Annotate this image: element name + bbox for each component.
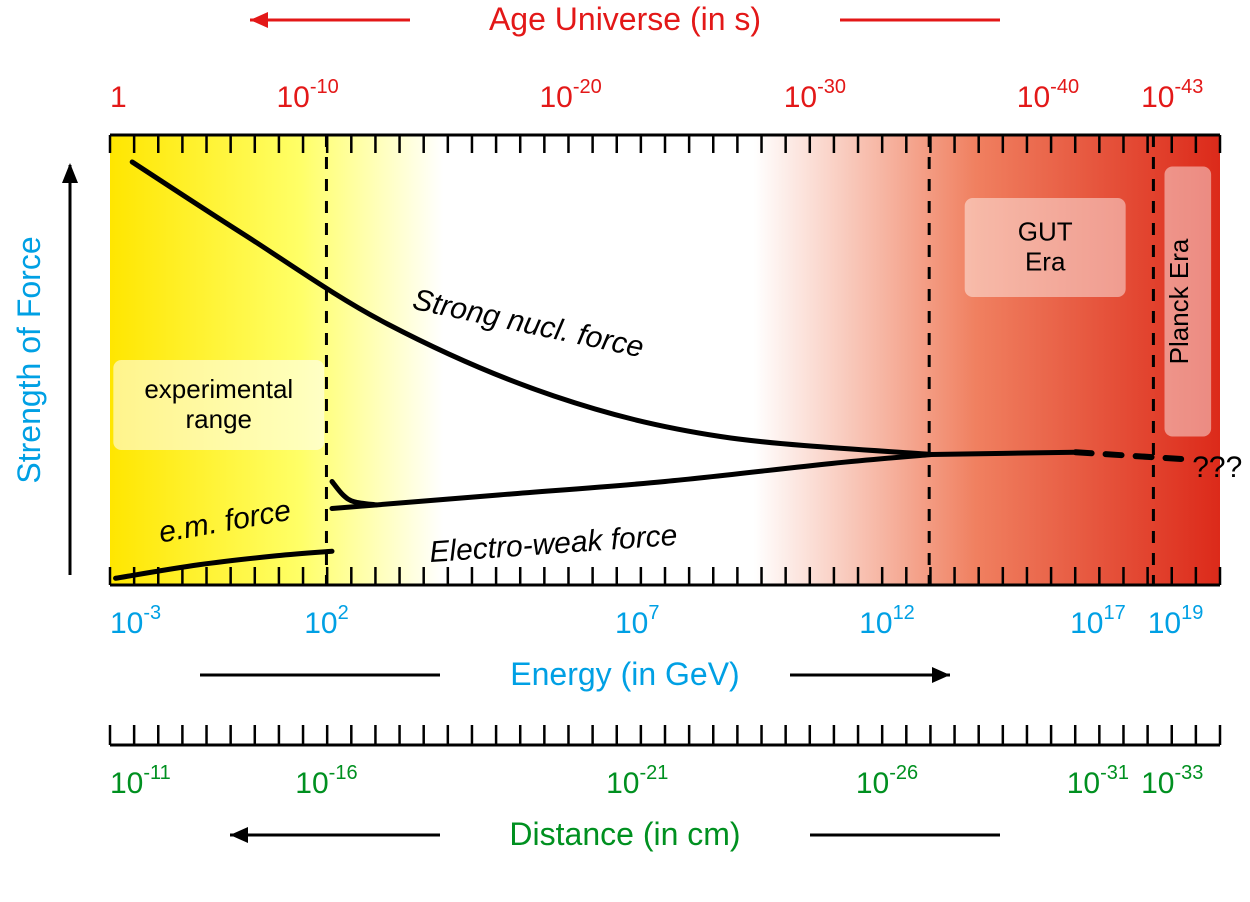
- distance-axis-title: Distance (in cm): [509, 816, 740, 852]
- tick-label: 1: [110, 81, 127, 114]
- tick-label: 10-43: [1141, 76, 1203, 114]
- tick-label: 1019: [1148, 602, 1204, 640]
- tick-label: 10-40: [1017, 76, 1079, 114]
- tick-label: 10-26: [856, 762, 918, 800]
- unification-diagram: Age Universe (in s) 1 10-10 10-20 10-30 10-40…: [0, 0, 1250, 902]
- gut-era-box-label: Era: [1025, 247, 1066, 277]
- tick-label: 10-11: [110, 762, 171, 800]
- gut-era-box-label: GUT: [1018, 217, 1073, 247]
- experimental-range-box-label: experimental: [144, 374, 293, 404]
- energy-axis-title: Energy (in GeV): [510, 656, 739, 692]
- tick-label: 107: [615, 602, 660, 640]
- planck-era-box-label: Planck Era: [1164, 238, 1194, 364]
- tick-label: 1017: [1070, 602, 1126, 640]
- tick-label: 1012: [859, 602, 915, 640]
- tick-label: 10-10: [276, 76, 338, 114]
- unified-curve: [931, 452, 1075, 454]
- tick-label: 10-3: [110, 602, 161, 640]
- y-axis-title: Strength of Force: [11, 236, 47, 483]
- tick-label: 10-16: [295, 762, 357, 800]
- tick-label: 10-30: [784, 76, 846, 114]
- unknown-label: ???: [1192, 451, 1242, 484]
- tick-label: 10-20: [540, 76, 602, 114]
- tick-label: 10-33: [1141, 762, 1203, 800]
- tick-label: 10-31: [1067, 762, 1129, 800]
- experimental-range-box-label: range: [186, 404, 253, 434]
- tick-label: 10-21: [606, 762, 668, 800]
- tick-label: 102: [304, 602, 349, 640]
- age-axis-title: Age Universe (in s): [489, 1, 761, 37]
